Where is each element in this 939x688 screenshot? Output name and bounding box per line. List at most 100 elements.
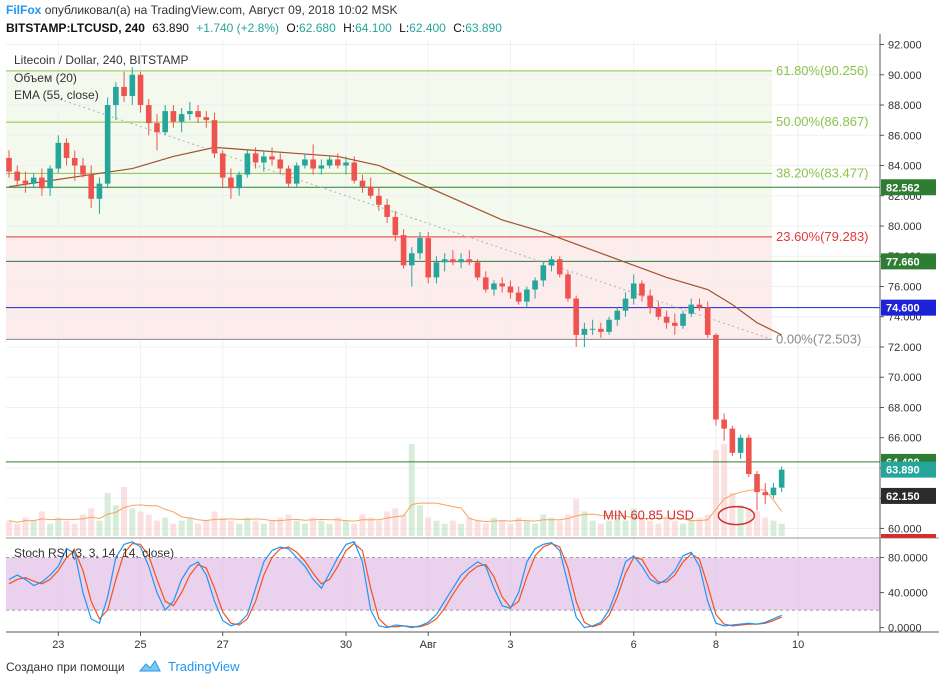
volume-bar (392, 508, 399, 536)
stoch-k-line (8, 541, 782, 629)
volume-bar (71, 523, 78, 536)
candle-body (318, 165, 325, 169)
candle-body (598, 328, 604, 332)
candle-body (672, 322, 678, 326)
price-tick-label: 88.000 (888, 100, 922, 112)
candle-body (408, 253, 415, 266)
price-tick-label: 92.000 (888, 40, 922, 52)
candle-body (778, 469, 785, 488)
volume-bar (145, 514, 152, 536)
volume-bar (466, 517, 473, 536)
candle-body (729, 428, 736, 453)
ema-55-line (8, 146, 782, 336)
volume-bar (712, 450, 719, 536)
candle-body (450, 259, 456, 263)
candle-body (55, 142, 62, 169)
min-circle (717, 505, 756, 526)
time-tick-label: Авг (420, 639, 437, 651)
min-annotation: MIN 60.85 USD (603, 508, 694, 523)
candle-body (417, 238, 423, 254)
volume-bar (499, 520, 506, 536)
footer-credit: Создано при помощи (6, 660, 125, 674)
volume-bar (244, 517, 251, 536)
stoch-legend: Stoch RSI (3, 3, 14, 14, close) (14, 546, 174, 560)
candle-body (343, 162, 349, 166)
candle-body (170, 111, 177, 122)
price-tick-label: 68.000 (888, 402, 922, 414)
author-name[interactable]: FilFox (6, 3, 42, 17)
volume-bar (277, 517, 284, 536)
volume-bar (310, 517, 317, 536)
candle-body (6, 157, 12, 172)
volume-bar (606, 520, 613, 536)
fib-label: 38.20%(83.477) (776, 165, 869, 180)
volume-bar (178, 520, 185, 536)
candle-body (310, 159, 316, 169)
candle-body (14, 171, 21, 181)
stoch-rsi-panel (6, 541, 880, 629)
price-axis[interactable]: 92.00090.00088.00086.00084.00082.00080.0… (6, 34, 939, 635)
volume-bar (121, 486, 128, 536)
volume-bar (449, 520, 456, 536)
low-label: L: (399, 21, 410, 35)
candle-body (162, 111, 168, 133)
time-tick-label: 6 (631, 639, 637, 651)
ohlc-bar: BITSTAMP:LTCUSD, 240 63.890 +1.740 (+2.8… (6, 21, 502, 35)
volume-bar (318, 520, 325, 536)
volume-bar (367, 517, 374, 536)
price-tick-label: 60.000 (888, 523, 922, 535)
time-axis[interactable]: 23 25 27 30 Авг 3 6 8 10 (6, 631, 939, 651)
candle-body (713, 334, 719, 420)
volume-bar (523, 520, 530, 536)
volume-bar (532, 523, 539, 536)
candle-body (614, 310, 621, 320)
candle-body (556, 259, 563, 275)
tradingview-link[interactable]: TradingView (168, 658, 240, 674)
volume-bar (260, 523, 267, 536)
time-tick-label: 30 (340, 639, 352, 651)
candle-body (285, 168, 292, 184)
candle-body (737, 437, 744, 453)
candle-body (39, 177, 45, 189)
candle-body (573, 298, 579, 335)
candle-body (482, 277, 489, 290)
price-tick-label: 90.000 (888, 70, 922, 82)
volume-bar (458, 523, 465, 536)
volume-bar (326, 523, 333, 536)
trendline (49, 95, 773, 340)
volume-bar (696, 517, 703, 536)
last-price-tag: 63.890 (886, 465, 920, 477)
volume-ma-line (8, 489, 783, 523)
volume-bar (211, 511, 218, 536)
candle-body (178, 114, 185, 122)
candle-body (252, 153, 259, 163)
candle-body (22, 180, 29, 184)
candle-body (113, 86, 119, 106)
volume-bar (507, 523, 514, 536)
candle-body (88, 174, 94, 199)
candle-body (515, 292, 522, 302)
volume-bar (137, 511, 144, 536)
candle-body (770, 487, 777, 496)
volume-bar (112, 505, 119, 536)
candle-body (491, 283, 497, 290)
volume-bar (688, 520, 695, 536)
candle-body (622, 298, 629, 311)
price-change: +1.740 (+2.8%) (196, 21, 280, 35)
price-tick-label: 72.000 (888, 342, 922, 354)
candle-body (441, 259, 448, 263)
close-value: 63.890 (465, 21, 502, 35)
candle-body (425, 238, 432, 278)
volume-bar (417, 505, 423, 536)
volume-bar (671, 520, 678, 536)
candle-body (137, 74, 144, 106)
candle-body (187, 111, 193, 115)
candle-body (335, 159, 341, 166)
volume-bar (482, 523, 489, 536)
volume-bar (22, 517, 29, 536)
tradingview-logo[interactable]: TradingView (138, 658, 240, 674)
candle-body (326, 159, 333, 166)
ema-line (8, 146, 782, 336)
last-price: 63.890 (152, 21, 189, 35)
